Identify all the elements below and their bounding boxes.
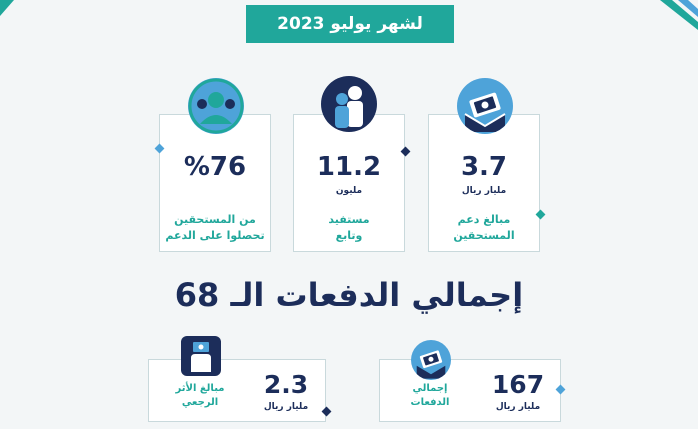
corner-decoration-left — [0, 0, 14, 16]
total-value: 2.3 — [263, 370, 309, 399]
headline-total-payments: إجمالي الدفعات الـ 68 — [174, 276, 524, 314]
stat-card-percentage — [159, 114, 271, 252]
stat-desc-line1: من المستحقين — [174, 213, 256, 226]
date-banner-title: لشهر يوليو 2023 — [277, 14, 423, 34]
total-value: 167 — [491, 370, 545, 399]
total-desc-line1: إجمالي — [412, 383, 448, 394]
stat-desc-line2: المستحقين — [453, 229, 515, 242]
total-card-retroactive — [148, 359, 326, 422]
stat-value: 11.2 — [316, 152, 382, 182]
stat-value: 3.7 — [460, 152, 508, 182]
total-unit: مليار ريال — [495, 402, 541, 412]
people-icon — [321, 76, 377, 132]
stat-unit: مليون — [335, 186, 363, 196]
group-icon — [188, 78, 244, 134]
corner-decoration-right — [660, 0, 698, 30]
stat-value: %76 — [183, 152, 247, 182]
date-banner: لشهر يوليو 2023 — [246, 5, 454, 43]
stat-desc-line1: مستفيد — [328, 213, 370, 226]
total-desc-line2: الدفعات — [410, 397, 450, 408]
stat-card-beneficiaries — [293, 114, 405, 252]
stat-desc-line2: وتابع — [335, 229, 363, 242]
money-envelope-icon — [411, 340, 451, 380]
stat-card-support-amount — [428, 114, 540, 252]
stat-unit: مليار ريال — [461, 186, 507, 196]
stat-desc-line1: مبالغ دعم — [457, 213, 511, 226]
money-envelope-icon — [457, 78, 513, 134]
stat-desc-line2: تحصلوا على الدعم — [165, 229, 265, 242]
total-unit: مليار ريال — [263, 402, 309, 412]
total-card-payments — [379, 359, 561, 422]
total-desc-line2: الرجعي — [181, 397, 219, 408]
total-desc-line1: مبالغ الأثر — [175, 383, 225, 394]
hand-money-icon — [181, 336, 221, 376]
